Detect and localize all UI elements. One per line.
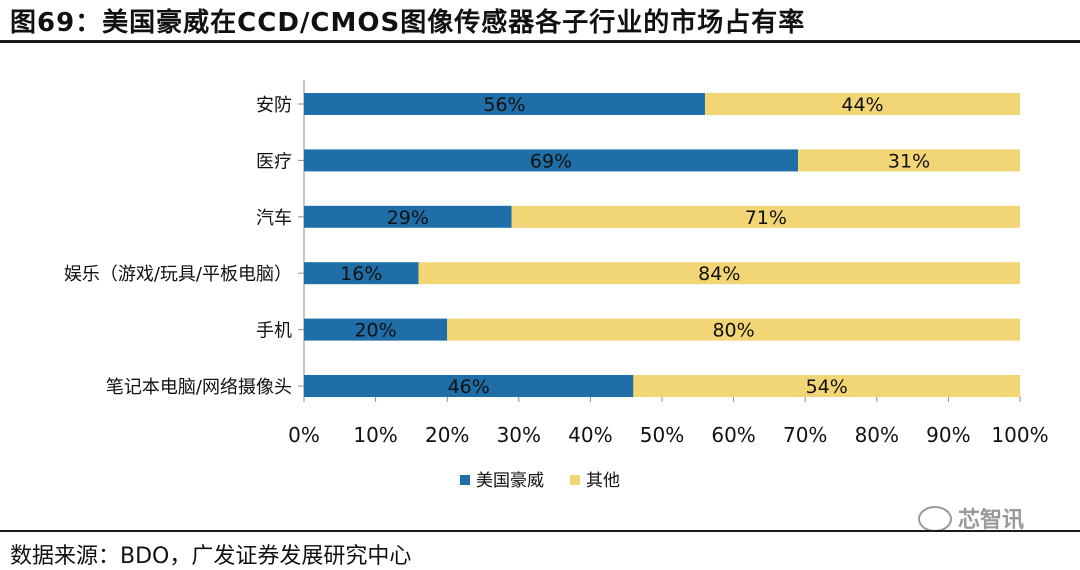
legend-swatch xyxy=(460,475,470,485)
stacked-bar-chart: 0% 10% 20% 30% 40% 50% 60% 70% 80% 90% 100% 安防 56% 44… xyxy=(64,80,1049,491)
legend-swatch xyxy=(570,475,580,485)
data-label: 80% xyxy=(712,320,754,342)
bar-segment-other xyxy=(511,205,1020,228)
bar-segment-other xyxy=(418,262,1020,285)
category-label: 医疗 xyxy=(256,151,292,172)
bar-segment-other xyxy=(633,375,1020,397)
data-label: 84% xyxy=(698,263,740,285)
data-label: 31% xyxy=(888,150,930,172)
x-tick-label: 90% xyxy=(926,423,970,447)
legend-label: 其他 xyxy=(586,471,620,491)
data-label: 69% xyxy=(530,150,572,172)
bar-segment-omnivision xyxy=(304,318,448,341)
category-label: 汽车 xyxy=(256,208,292,229)
x-tick-label: 100% xyxy=(991,423,1048,447)
data-label: 46% xyxy=(448,376,490,398)
title-rule xyxy=(0,40,1080,43)
x-tick-label: 20% xyxy=(425,423,469,447)
data-label: 71% xyxy=(745,207,787,229)
category-label: 安防 xyxy=(256,95,292,116)
bar-segment-other xyxy=(704,93,1020,115)
source-rule xyxy=(0,530,1080,532)
data-label: 44% xyxy=(841,94,883,116)
chat-bubble-icon xyxy=(918,506,952,532)
x-tick-label: 50% xyxy=(640,423,684,447)
category-label: 娱乐（游戏/玩具/平板电脑） xyxy=(64,264,292,285)
x-tick-label: 80% xyxy=(855,423,899,447)
data-label: 29% xyxy=(387,207,429,229)
bar-segment-omnivision xyxy=(304,262,419,285)
x-tick-label: 40% xyxy=(568,423,612,447)
bar-segment-omnivision xyxy=(304,93,705,115)
x-tick-label: 10% xyxy=(353,423,397,447)
x-tick-label: 0% xyxy=(288,423,320,447)
data-label: 16% xyxy=(340,263,382,285)
data-label: 56% xyxy=(483,94,525,116)
x-tick-label: 70% xyxy=(783,423,827,447)
data-label: 54% xyxy=(806,376,848,398)
legend-label: 美国豪威 xyxy=(476,470,544,491)
category-label: 手机 xyxy=(256,321,292,342)
category-label: 笔记本电脑/网络摄像头 xyxy=(106,377,292,398)
x-tick-label: 30% xyxy=(497,423,541,447)
source-note: 数据来源：BDO，广发证券发展研究中心 xyxy=(10,544,412,569)
x-tick-label: 60% xyxy=(711,423,755,447)
data-label: 20% xyxy=(354,320,396,342)
figure-title: 图69：美国豪威在CCD/CMOS图像传感器各子行业的市场占有率 xyxy=(10,8,806,38)
bar-segment-omnivision xyxy=(304,149,799,172)
bar-segment-other xyxy=(447,318,1020,341)
bar-segment-other xyxy=(798,149,1020,172)
watermark-text: 芯智讯 xyxy=(958,508,1025,533)
bar-segment-omnivision xyxy=(304,375,634,397)
bar-segment-omnivision xyxy=(304,205,512,228)
